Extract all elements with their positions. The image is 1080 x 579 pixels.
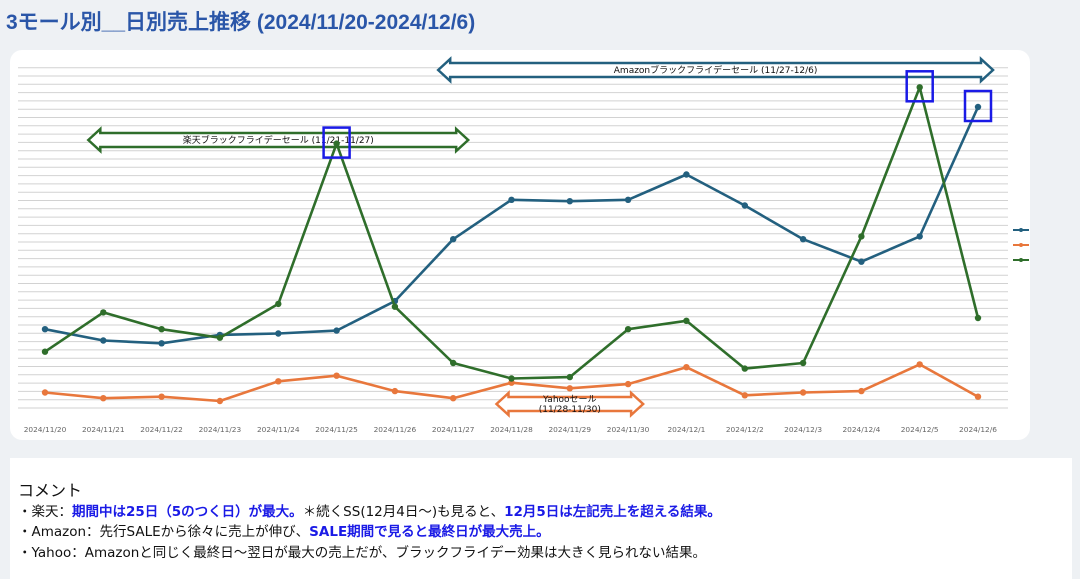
data-point-Yahoo (683, 364, 690, 371)
x-tick-label: 2024/12/2 (726, 425, 764, 434)
data-point-Yahoo (624, 380, 632, 388)
comment-text: ・楽天： (18, 504, 72, 520)
data-point-Yahoo (858, 387, 865, 395)
legend-marker (1019, 258, 1023, 262)
annotation-arrow (494, 390, 645, 418)
data-point-Amazon (799, 236, 807, 243)
data-point-楽天 (333, 140, 340, 147)
data-point-Yahoo (100, 395, 107, 402)
x-tick-label: 2024/11/27 (432, 425, 475, 434)
data-point-Amazon (158, 340, 165, 347)
page-title: 3モール別__日別売上推移 (2024/11/20-2024/12/6) (6, 11, 476, 34)
x-tick-label: 2024/11/25 (315, 425, 358, 434)
data-point-Amazon (100, 337, 107, 344)
data-point-楽天 (391, 303, 399, 310)
data-point-楽天 (858, 233, 865, 240)
data-point-楽天 (275, 300, 282, 308)
data-point-Yahoo (216, 397, 224, 405)
data-point-Amazon (333, 327, 340, 334)
data-point-Amazon (683, 171, 690, 178)
annotation-label: Amazonブラックフライデーセール (11/27-12/6) (614, 64, 818, 76)
data-point-楽天 (450, 359, 457, 367)
x-tick-label: 2024/11/24 (257, 425, 300, 434)
annotation-arrow (86, 126, 471, 154)
data-point-Yahoo (566, 385, 573, 392)
data-point-Yahoo (799, 389, 807, 396)
data-point-Yahoo (391, 387, 399, 395)
data-point-Yahoo (158, 393, 165, 400)
x-tick-label: 2024/11/26 (374, 425, 417, 434)
data-point-楽天 (566, 373, 573, 381)
data-point-Amazon (275, 330, 282, 337)
comment-line-yahoo: ・Yahoo：Amazonと同じく最終日～翌日が最大の売上だが、ブラックフライデ… (18, 541, 706, 561)
data-point-Amazon (566, 198, 573, 205)
comment-line-amazon: ・Amazon：先行SALEから徐々に売上が伸び、SALE期間で見ると最終日が最… (18, 520, 550, 540)
data-point-Yahoo (916, 361, 923, 368)
data-point-楽天 (216, 334, 224, 341)
data-point-楽天 (624, 326, 632, 333)
line-chart: Amazonブラックフライデーセール (11/27-12/6) 楽天ブラックフライ… (18, 56, 1029, 434)
data-point-楽天 (158, 326, 165, 333)
comment-text: ・Yahoo：Amazonと同じく最終日～翌日が最大の売上だが、ブラックフライデ… (18, 545, 707, 561)
data-point-楽天 (508, 375, 515, 382)
highlight-box (963, 89, 993, 123)
data-point-Yahoo (450, 395, 457, 402)
data-point-Yahoo (41, 389, 49, 396)
legend-marker (1019, 228, 1023, 232)
x-tick-label: 2024/12/1 (667, 425, 705, 434)
data-point-楽天 (100, 309, 107, 316)
highlight-box (905, 70, 934, 103)
comment-highlight: 12月5日は左記売上を超える結果。 (504, 504, 721, 520)
data-point-楽天 (916, 84, 923, 91)
data-point-Amazon (916, 233, 923, 240)
data-point-楽天 (683, 317, 690, 324)
x-tick-label: 2024/12/5 (901, 425, 939, 434)
data-point-Amazon (974, 103, 982, 111)
series-line-楽天 (44, 85, 980, 380)
x-tick-label: 2024/11/22 (140, 425, 183, 434)
data-point-楽天 (41, 348, 49, 355)
x-tick-label: 2024/12/6 (959, 425, 997, 434)
comment-heading: コメント (18, 481, 83, 500)
data-point-Amazon (450, 236, 457, 243)
comment-highlight: SALE期間で見ると最終日が最大売上。 (309, 524, 550, 540)
chart-panel: Amazonブラックフライデーセール (11/27-12/6) 楽天ブラックフライ… (10, 50, 1030, 440)
data-point-Amazon (858, 258, 865, 265)
data-point-Amazon (41, 326, 49, 333)
annotation-label: 楽天ブラックフライデーセール (11/21-11/27) (183, 134, 374, 146)
comment-text: ・Amazon：先行SALEから徐々に売上が伸び、 (18, 524, 310, 540)
x-tick-label: 2024/11/28 (490, 425, 533, 434)
annotation-label: (11/28-11/30) (539, 405, 601, 415)
comment-highlight: 期間中は25日（5のつく日）が最大。 (72, 504, 303, 520)
comment-line-rakuten: ・楽天：期間中は25日（5のつく日）が最大。＊続くSS(12月4日～)も見ると、… (18, 500, 721, 520)
data-point-Amazon (508, 196, 515, 203)
highlight-box (322, 126, 351, 159)
comment-text: ＊続くSS(12月4日～)も見ると、 (302, 504, 505, 520)
annotation-arrow (436, 56, 995, 84)
data-point-Yahoo (974, 393, 982, 400)
data-point-Amazon (741, 202, 748, 209)
data-point-Amazon (624, 196, 632, 203)
x-tick-label: 2024/11/29 (548, 425, 591, 434)
annotation-label: Yahooセール (542, 394, 597, 405)
data-point-Yahoo (333, 372, 340, 379)
data-point-楽天 (974, 314, 982, 322)
legend-marker (1019, 243, 1023, 247)
data-point-Yahoo (741, 392, 748, 399)
x-tick-label: 2024/11/23 (199, 425, 242, 434)
data-point-楽天 (741, 365, 748, 372)
x-tick-label: 2024/11/20 (24, 425, 67, 434)
comment-panel: コメント ・楽天：期間中は25日（5のつく日）が最大。＊続くSS(12月4日～)… (10, 458, 1072, 579)
x-tick-label: 2024/11/30 (607, 425, 650, 434)
data-point-Yahoo (275, 378, 282, 385)
data-point-楽天 (799, 359, 807, 367)
x-tick-label: 2024/12/3 (784, 425, 822, 434)
x-tick-label: 2024/12/4 (842, 425, 880, 434)
x-tick-label: 2024/11/21 (82, 425, 125, 434)
